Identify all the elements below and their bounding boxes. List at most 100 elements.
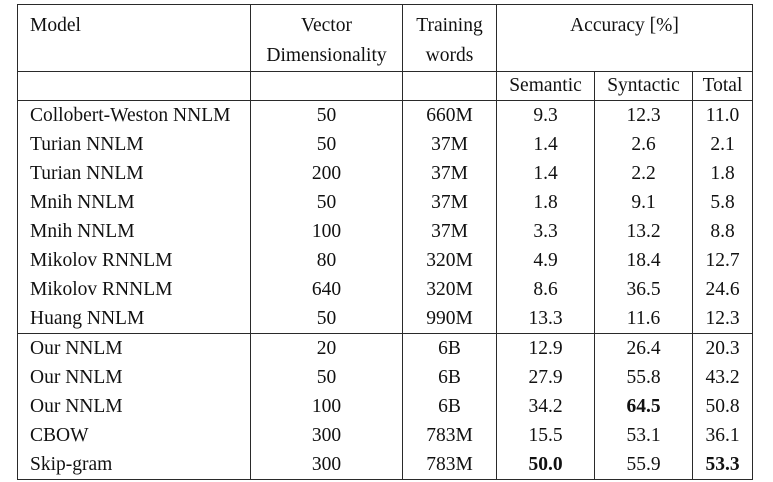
header-vector-line1: Vector (301, 15, 352, 36)
table-row: Our NNLM 50 6B 27.9 55.8 43.2 (17, 363, 753, 392)
header-vector-dimensionality: Vector Dimensionality (250, 4, 403, 72)
cell-training-words: 990M (402, 304, 497, 334)
cell-total: 1.8 (692, 159, 753, 188)
cell-model: Mikolov RNNLM (17, 275, 251, 304)
table-row: Our NNLM 100 6B 34.2 64.5 50.8 (17, 392, 753, 421)
cell-semantic: 34.2 (496, 392, 595, 421)
cell-model: Mikolov RNNLM (17, 246, 251, 275)
table-row: Collobert-Weston NNLM 50 660M 9.3 12.3 11.0 (17, 100, 753, 130)
cell-syntactic: 55.9 (594, 450, 693, 480)
cell-semantic: 1.4 (496, 130, 595, 159)
table-row: Mnih NNLM 50 37M 1.8 9.1 5.8 (17, 188, 753, 217)
cell-model: Our NNLM (17, 363, 251, 392)
cell-model: Collobert-Weston NNLM (17, 100, 251, 130)
header-sub-blank-dim (250, 71, 403, 101)
header-training-words: Training words (402, 4, 497, 72)
cell-total: 36.1 (692, 421, 753, 450)
cell-semantic: 4.9 (496, 246, 595, 275)
cell-training-words: 37M (402, 217, 497, 246)
cell-syntactic: 11.6 (594, 304, 693, 334)
cell-dimensionality: 100 (250, 217, 403, 246)
header-accuracy-label: Accuracy [%] (570, 15, 679, 36)
cell-semantic: 1.8 (496, 188, 595, 217)
cell-semantic: 27.9 (496, 363, 595, 392)
cell-training-words: 660M (402, 100, 497, 130)
header-model: Model (17, 4, 251, 72)
cell-syntactic: 18.4 (594, 246, 693, 275)
header-training-line1: Training (416, 15, 483, 36)
cell-total: 24.6 (692, 275, 753, 304)
cell-syntactic: 64.5 (594, 392, 693, 421)
table-row: Huang NNLM 50 990M 13.3 11.6 12.3 (17, 304, 753, 334)
cell-total: 8.8 (692, 217, 753, 246)
cell-model: Our NNLM (17, 333, 251, 363)
cell-dimensionality: 50 (250, 363, 403, 392)
cell-dimensionality: 50 (250, 304, 403, 334)
table-row: Mnih NNLM 100 37M 3.3 13.2 8.8 (17, 217, 753, 246)
cell-model: Mnih NNLM (17, 188, 251, 217)
table-row: Our NNLM 20 6B 12.9 26.4 20.3 (17, 333, 753, 363)
word-vector-accuracy-table: Model Vector Dimensionality Training wor… (17, 4, 753, 480)
header-syntactic: Syntactic (594, 71, 693, 101)
cell-syntactic: 9.1 (594, 188, 693, 217)
cell-total: 5.8 (692, 188, 753, 217)
table-row: CBOW 300 783M 15.5 53.1 36.1 (17, 421, 753, 450)
cell-training-words: 6B (402, 363, 497, 392)
table-row: Turian NNLM 200 37M 1.4 2.2 1.8 (17, 159, 753, 188)
cell-training-words: 783M (402, 450, 497, 480)
table-row: Turian NNLM 50 37M 1.4 2.6 2.1 (17, 130, 753, 159)
cell-total: 2.1 (692, 130, 753, 159)
cell-dimensionality: 300 (250, 421, 403, 450)
cell-total: 11.0 (692, 100, 753, 130)
cell-training-words: 320M (402, 246, 497, 275)
cell-dimensionality: 50 (250, 100, 403, 130)
cell-model: Huang NNLM (17, 304, 251, 334)
cell-model: Skip-gram (17, 450, 251, 480)
proposed-models-group: Our NNLM 20 6B 12.9 26.4 20.3 Our NNLM 50 6B 27.9… (17, 333, 753, 480)
cell-total: 12.3 (692, 304, 753, 334)
header-total: Total (692, 71, 753, 101)
cell-semantic: 1.4 (496, 159, 595, 188)
cell-syntactic: 26.4 (594, 333, 693, 363)
cell-model: Mnih NNLM (17, 217, 251, 246)
cell-syntactic: 2.2 (594, 159, 693, 188)
cell-dimensionality: 640 (250, 275, 403, 304)
cell-training-words: 320M (402, 275, 497, 304)
cell-model: Our NNLM (17, 392, 251, 421)
header-row-top: Model Vector Dimensionality Training wor… (17, 4, 753, 72)
cell-syntactic: 2.6 (594, 130, 693, 159)
header-accuracy: Accuracy [%] (496, 4, 753, 72)
table-row: Mikolov RNNLM 640 320M 8.6 36.5 24.6 (17, 275, 753, 304)
cell-model: Turian NNLM (17, 130, 251, 159)
cell-semantic: 50.0 (496, 450, 595, 480)
cell-dimensionality: 200 (250, 159, 403, 188)
table-row: Mikolov RNNLM 80 320M 4.9 18.4 12.7 (17, 246, 753, 275)
cell-training-words: 37M (402, 188, 497, 217)
cell-syntactic: 55.8 (594, 363, 693, 392)
cell-syntactic: 53.1 (594, 421, 693, 450)
table-row: Skip-gram 300 783M 50.0 55.9 53.3 (17, 450, 753, 480)
cell-total: 50.8 (692, 392, 753, 421)
cell-semantic: 13.3 (496, 304, 595, 334)
baseline-models-group: Collobert-Weston NNLM 50 660M 9.3 12.3 11.0 Tu… (17, 100, 753, 334)
cell-syntactic: 12.3 (594, 100, 693, 130)
cell-model: Turian NNLM (17, 159, 251, 188)
cell-training-words: 37M (402, 130, 497, 159)
cell-syntactic: 36.5 (594, 275, 693, 304)
header-sub-blank-words (402, 71, 497, 101)
cell-dimensionality: 20 (250, 333, 403, 363)
cell-model: CBOW (17, 421, 251, 450)
header-sub-blank-model (17, 71, 251, 101)
cell-training-words: 6B (402, 333, 497, 363)
cell-dimensionality: 300 (250, 450, 403, 480)
header-row-sub: Semantic Syntactic Total (17, 71, 753, 101)
cell-total: 20.3 (692, 333, 753, 363)
cell-dimensionality: 100 (250, 392, 403, 421)
cell-semantic: 3.3 (496, 217, 595, 246)
cell-semantic: 15.5 (496, 421, 595, 450)
cell-training-words: 6B (402, 392, 497, 421)
cell-dimensionality: 50 (250, 188, 403, 217)
cell-dimensionality: 50 (250, 130, 403, 159)
cell-total: 53.3 (692, 450, 753, 480)
header-training-line2: words (425, 45, 474, 66)
